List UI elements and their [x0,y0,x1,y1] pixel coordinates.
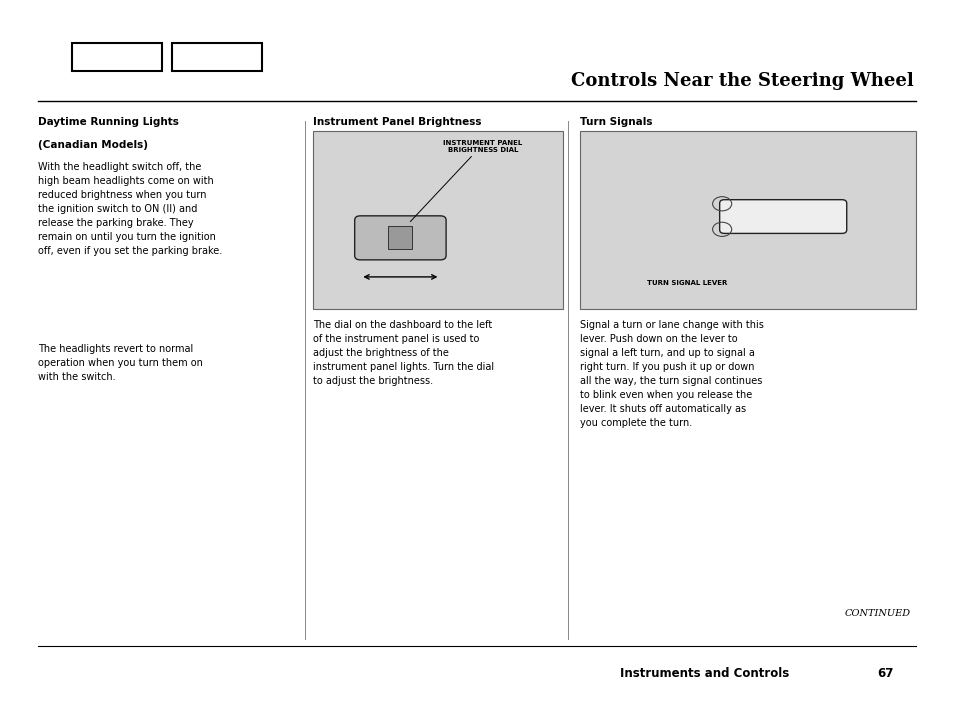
Bar [313,131,562,309]
Text: CONTINUED: CONTINUED [844,608,910,618]
Text: 67: 67 [877,667,893,680]
FancyBboxPatch shape [719,200,846,234]
Text: Instruments and Controls: Instruments and Controls [619,667,788,680]
Text: Turn Signals: Turn Signals [579,117,652,127]
Text: Controls Near the Steering Wheel: Controls Near the Steering Wheel [571,72,913,90]
Text: INSTRUMENT PANEL
BRIGHTNESS DIAL: INSTRUMENT PANEL BRIGHTNESS DIAL [443,141,522,153]
Text: The dial on the dashboard to the left
of the instrument panel is used to
adjust : The dial on the dashboard to the left of… [313,320,494,386]
Text: TURN SIGNAL LEVER: TURN SIGNAL LEVER [647,280,727,286]
Text: Daytime Running Lights: Daytime Running Lights [38,117,179,127]
Text: Signal a turn or lane change with this
lever. Push down on the lever to
signal a: Signal a turn or lane change with this l… [579,320,763,427]
Bar [388,226,412,249]
Bar [172,43,262,71]
Bar [579,131,915,309]
Text: The headlights revert to normal
operation when you turn them on
with the switch.: The headlights revert to normal operatio… [38,344,203,383]
Bar [71,43,162,71]
FancyBboxPatch shape [355,216,446,260]
Text: Instrument Panel Brightness: Instrument Panel Brightness [313,117,481,127]
Text: (Canadian Models): (Canadian Models) [38,140,148,150]
Text: With the headlight switch off, the
high beam headlights come on with
reduced bri: With the headlight switch off, the high … [38,162,222,256]
